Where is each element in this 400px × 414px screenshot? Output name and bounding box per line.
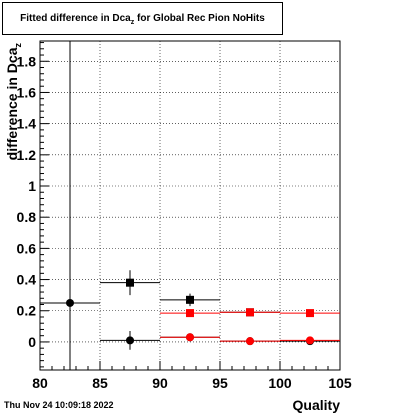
circle-marker: [246, 337, 254, 346]
chart-title-box: Fitted difference in Dcaz for Global Rec…: [2, 2, 283, 35]
grid-lines: [39, 41, 341, 370]
black-circle-point: [100, 331, 160, 350]
axis-ticks: [39, 42, 341, 370]
chart-title-main: Fitted difference in Dca: [20, 13, 131, 24]
circle-marker: [186, 333, 194, 342]
chart-title: Fitted difference in Dcaz for Global Rec…: [3, 13, 282, 26]
x-tick-label: 85: [92, 375, 108, 391]
red-circle-point: [160, 333, 220, 342]
y-tick-label: 0.2: [17, 303, 37, 319]
y-tick-label: 1: [28, 178, 36, 194]
y-axis-label-sub: z: [13, 43, 23, 48]
x-tick-label: 90: [152, 375, 168, 391]
square-marker: [186, 295, 194, 304]
y-axis-label-main: difference in Dca: [4, 47, 20, 160]
data-points: [40, 41, 340, 370]
circle-marker: [306, 336, 314, 345]
circle-marker: [66, 298, 74, 307]
red-square-point: [160, 309, 220, 318]
red-circle-point: [220, 337, 280, 346]
y-tick-label: 1.4: [17, 116, 37, 132]
y-axis-label: difference in Dcaz: [4, 43, 23, 161]
y-tick-label: 1.6: [17, 84, 37, 100]
square-marker: [306, 309, 314, 318]
red-circle-point: [280, 336, 340, 345]
chart-title-sub: z: [130, 19, 135, 26]
red-square-point: [220, 308, 280, 317]
black-circle-point: [40, 41, 100, 370]
y-tick-label: 1.8: [17, 53, 37, 69]
y-tick-label: 0.4: [17, 272, 37, 288]
red-square-point: [280, 309, 340, 318]
x-tick-label: 100: [268, 375, 292, 391]
x-axis-label: Quality: [293, 397, 341, 413]
square-marker: [246, 308, 254, 317]
black-square-point: [160, 293, 220, 307]
circle-marker: [126, 336, 134, 345]
x-tick-label: 95: [212, 375, 228, 391]
footer-date: Thu Nov 24 10:09:18 2022: [4, 400, 114, 410]
x-tick-label: 80: [32, 375, 48, 391]
square-marker: [186, 309, 194, 318]
square-marker: [126, 278, 134, 287]
y-tick-label: 0: [28, 334, 36, 350]
chart-title-suffix: for Global Rec Pion NoHits: [137, 13, 265, 24]
black-square-point: [100, 270, 160, 296]
y-tick-label: 0.6: [17, 240, 37, 256]
axis-tick-labels: 80 85 90 95 100 105 0 0.2 0.4 0.6 0.8 1 1.2 1.4 1.6 1.8: [17, 53, 352, 391]
x-tick-label: 105: [328, 375, 352, 391]
y-tick-label: 1.2: [17, 147, 37, 163]
y-tick-label: 0.8: [17, 209, 37, 225]
plot-frame: [39, 40, 341, 371]
